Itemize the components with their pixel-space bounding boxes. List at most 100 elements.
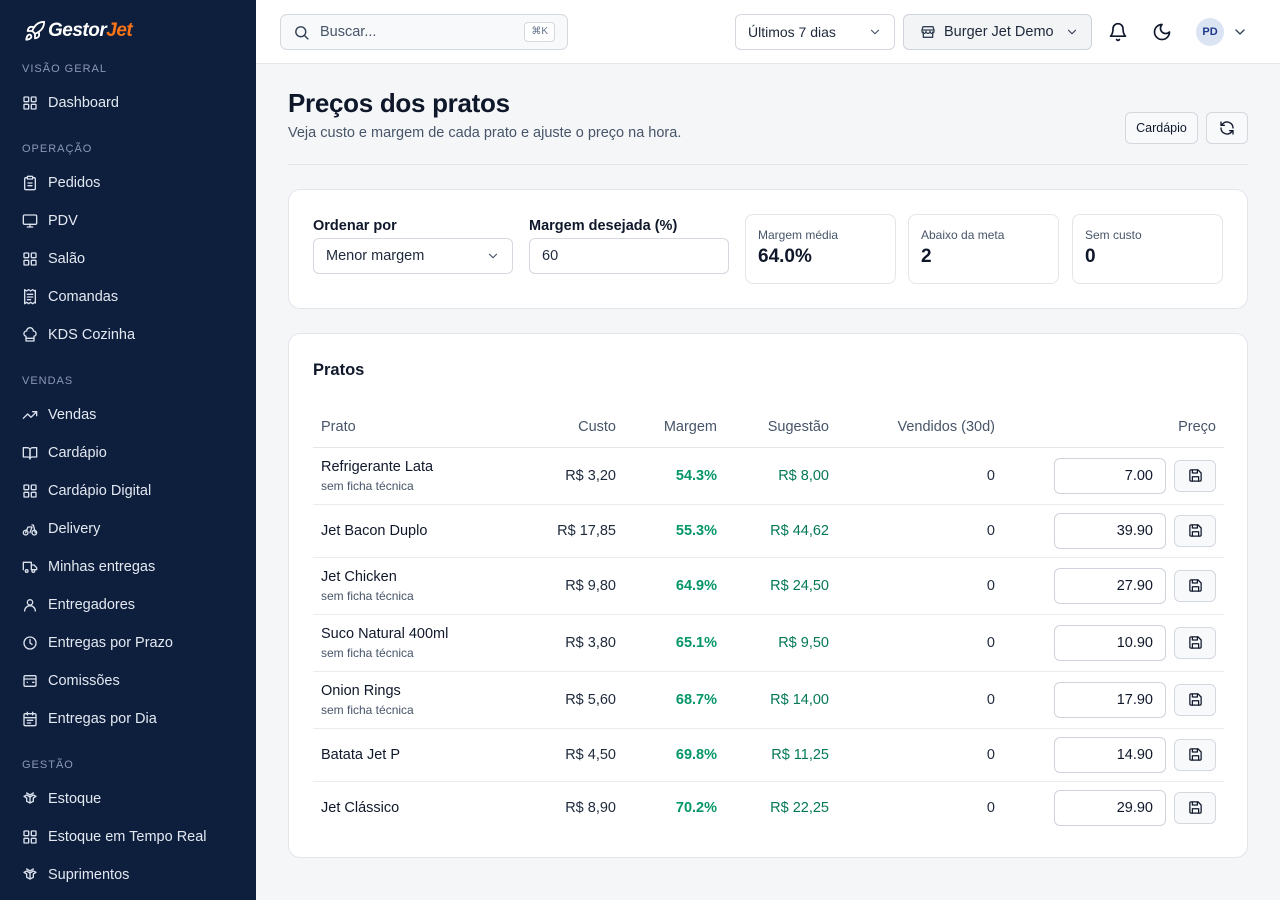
suggestion-value: R$ 8,00 — [778, 467, 829, 484]
price-input[interactable] — [1054, 567, 1166, 604]
margin-input[interactable] — [529, 238, 729, 274]
sidebar-item-estoque[interactable]: Estoque — [22, 780, 234, 818]
dish-name: Jet Clássico — [321, 799, 400, 816]
sidebar-item-comissoes[interactable]: Comissões — [22, 662, 234, 700]
header-margem: Margem — [616, 407, 717, 448]
sidebar-item-entregadores[interactable]: Entregadores — [22, 586, 234, 624]
sidebar-item-cardapio-digital[interactable]: Cardápio Digital — [22, 472, 234, 510]
sidebar-item-vendas[interactable]: Vendas — [22, 396, 234, 434]
chevron-down-icon[interactable] — [1232, 24, 1248, 40]
cell-sugestao: R$ 9,50 — [717, 614, 829, 672]
cardapio-button[interactable]: Cardápio — [1125, 112, 1198, 144]
pratos-title: Pratos — [313, 361, 365, 379]
search-placeholder: Buscar... — [320, 24, 377, 40]
price-input[interactable] — [1054, 457, 1166, 494]
chevron-down-icon — [1067, 29, 1077, 35]
brand-logo[interactable]: Gestor Jet — [0, 0, 256, 62]
sidebar-item-label: Delivery — [48, 521, 101, 537]
sidebar-item-entregas-por-dia[interactable]: Entregas por Dia — [22, 700, 234, 738]
cell-sugestao: R$ 44,62 — [717, 504, 829, 558]
bell-icon[interactable] — [1108, 22, 1128, 42]
page-subtitle: Veja custo e margem de cada prato e ajus… — [288, 125, 682, 141]
save-price-button[interactable] — [1174, 683, 1216, 716]
page-title: Preços dos pratos — [288, 88, 510, 118]
save-price-button[interactable] — [1174, 738, 1216, 771]
sidebar-item-label: Salão — [48, 251, 86, 267]
margin-label: Margem desejada (%) — [529, 218, 678, 234]
clock-icon — [23, 636, 37, 650]
price-controls — [995, 624, 1216, 661]
avatar[interactable]: PD — [1196, 18, 1224, 46]
suggestion-value: R$ 9,50 — [778, 634, 829, 651]
cell-vendidos: 0 — [829, 728, 995, 782]
moon-icon[interactable] — [1152, 22, 1172, 42]
margin-value: 55.3% — [675, 522, 717, 539]
sidebar: Gestor Jet VISÃO GERAL Dashboard OPERAÇÃO Pe… — [0, 0, 256, 900]
cell-vendidos: 0 — [986, 799, 995, 816]
sidebar-item-entregas-por-prazo[interactable]: Entregas por Prazo — [22, 624, 234, 662]
price-input[interactable] — [1054, 789, 1166, 826]
save-icon — [1188, 469, 1202, 482]
sidebar-item-label: Cardápio — [48, 445, 107, 461]
cell-custo: R$ 8,90 — [565, 799, 616, 816]
cell-custo: R$ 17,85 — [523, 504, 616, 558]
store-selector[interactable]: Burger Jet Demo — [903, 14, 1092, 50]
price-input[interactable] — [1054, 512, 1166, 549]
chevron-down-icon — [870, 29, 880, 35]
save-icon — [1188, 693, 1202, 706]
price-input[interactable] — [1054, 736, 1166, 773]
price-controls — [995, 789, 1216, 826]
save-price-button[interactable] — [1174, 626, 1216, 659]
period-select[interactable]: Últimos 7 dias — [735, 14, 895, 50]
stat-label: Margem média — [758, 228, 839, 242]
truck-icon — [22, 561, 38, 573]
margin-value: 64.9% — [675, 577, 717, 594]
suggestion-value: R$ 14,00 — [770, 691, 829, 708]
dish-note: sem ficha técnica — [321, 702, 414, 717]
cell-custo: R$ 9,80 — [523, 557, 616, 615]
sidebar-item-label: Entregas por Prazo — [48, 635, 173, 651]
cell-preco — [995, 504, 1224, 558]
header-divider — [288, 164, 1248, 165]
sort-select[interactable]: Menor margem — [313, 238, 513, 274]
sidebar-item-cardapio[interactable]: Cardápio — [22, 434, 234, 472]
nav-gap — [0, 122, 256, 142]
sidebar-item-label: Comissões — [48, 673, 120, 689]
store-icon — [921, 26, 935, 38]
cell-custo: R$ 3,20 — [523, 447, 616, 505]
margin-value: 70.2% — [675, 799, 717, 816]
cell-vendidos: 0 — [829, 557, 995, 615]
cell-prato: Jet Bacon Duplo — [313, 504, 523, 558]
sidebar-nav: VISÃO GERAL Dashboard OPERAÇÃO Pedidos PDV Sa… — [0, 62, 256, 900]
suggestion-value: R$ 22,25 — [770, 799, 829, 816]
search-input[interactable]: Buscar... ⌘K — [280, 14, 568, 50]
sidebar-item-pdv[interactable]: PDV — [22, 202, 234, 240]
sidebar-item-delivery[interactable]: Delivery — [22, 510, 234, 548]
cell-preco — [995, 614, 1224, 672]
save-price-button[interactable] — [1174, 459, 1216, 492]
price-input[interactable] — [1054, 681, 1166, 718]
save-price-button[interactable] — [1174, 569, 1216, 602]
price-input[interactable] — [1054, 624, 1166, 661]
sidebar-item-comandas[interactable]: Comandas — [22, 278, 234, 316]
sidebar-item-pedidos[interactable]: Pedidos — [22, 164, 234, 202]
sidebar-item-minhas-entregas[interactable]: Minhas entregas — [22, 548, 234, 586]
sidebar-item-dashboard[interactable]: Dashboard — [22, 84, 234, 122]
cell-prato: Jet Clássico — [313, 781, 523, 834]
sidebar-item-kds-cozinha[interactable]: KDS Cozinha — [22, 316, 234, 354]
grid-icon — [23, 830, 37, 844]
sidebar-item-salao[interactable]: Salão — [22, 240, 234, 278]
pratos-table: Prato Custo Margem Sugestão Vendidos (30… — [313, 407, 1224, 834]
sidebar-item-estoque-em-tempo-real[interactable]: Estoque em Tempo Real — [22, 818, 234, 856]
cell-prato: Onion Rings sem ficha técnica — [313, 671, 523, 729]
save-price-button[interactable] — [1174, 514, 1216, 547]
refresh-button[interactable] — [1206, 112, 1248, 144]
cell-sugestao: R$ 11,25 — [717, 728, 829, 782]
rocket-icon — [25, 20, 46, 41]
cell-custo: R$ 4,50 — [523, 728, 616, 782]
dish-note: sem ficha técnica — [321, 588, 414, 603]
price-controls — [995, 567, 1216, 604]
sidebar-item-suprimentos[interactable]: Suprimentos — [22, 856, 234, 894]
cell-margem: 54.3% — [616, 447, 717, 505]
save-price-button[interactable] — [1174, 791, 1216, 824]
